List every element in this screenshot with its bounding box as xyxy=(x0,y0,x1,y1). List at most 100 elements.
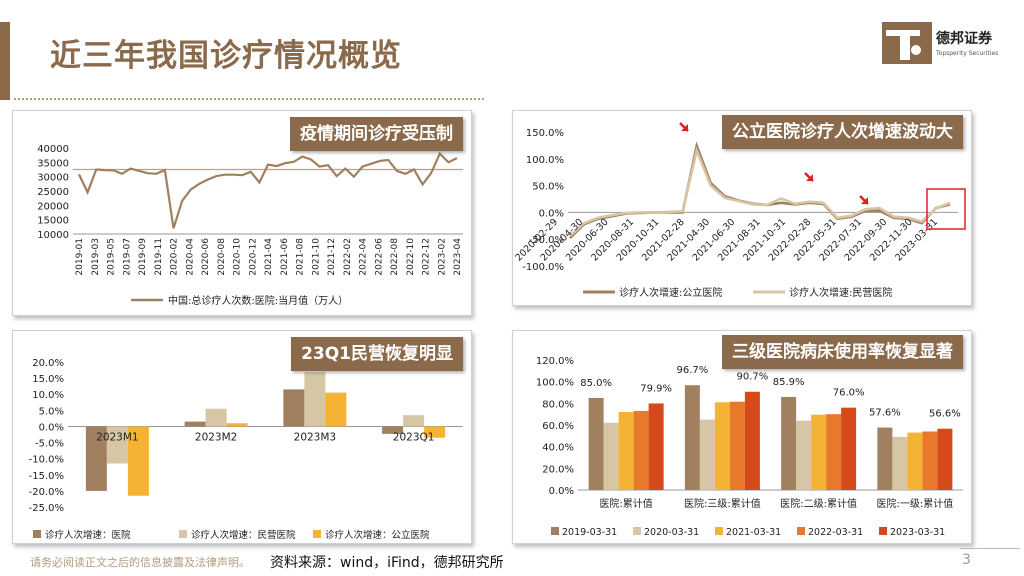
category-label: 2023M1 xyxy=(96,431,138,443)
bar xyxy=(907,432,923,490)
bar xyxy=(937,428,953,490)
private-bar-chart: 20.0% 15.0% 10.0% 5.0% 0.0% -5.0% -10.0% -15.0%… xyxy=(29,358,463,541)
panel-title-private: 23Q1民营恢复明显 xyxy=(291,337,463,371)
y-tick-label: 80.0% xyxy=(542,399,574,410)
series-line-visits xyxy=(78,151,458,229)
bar xyxy=(826,414,842,490)
legend-swatch xyxy=(551,527,559,535)
legend-label: 2019-03-31 xyxy=(562,527,617,538)
y-tick-label: -20.0% xyxy=(29,487,64,498)
bar xyxy=(127,426,149,496)
annotation-arrowhead xyxy=(861,197,868,204)
x-tick-label: 2022-10 xyxy=(406,238,416,276)
x-tick-label: 2019-03 xyxy=(91,238,101,276)
bed-usage-bar-chart: 120.0% 100.0% 80.0% 60.0% 40.0% 20.0% 0.0% 医院:累… xyxy=(536,356,963,538)
x-tick-label: 2022-12 xyxy=(422,238,432,276)
x-tick-label: 2019-09 xyxy=(138,238,148,276)
bar xyxy=(304,372,326,427)
x-tick-label: 2020-10 xyxy=(233,238,243,276)
bar xyxy=(781,396,797,490)
bar xyxy=(811,414,827,490)
data-label: 76.0% xyxy=(833,388,865,399)
bar xyxy=(841,407,857,490)
y-tick-label: 5.0% xyxy=(39,406,64,417)
y-tick-label: -25.0% xyxy=(29,503,64,514)
y-tick-label: 60.0% xyxy=(542,421,574,432)
category-label: 医院:一级:累计值 xyxy=(877,497,954,510)
legend-label-public: 诊疗人次增速:公立医院 xyxy=(619,286,722,299)
source-note: 资料来源：wind，iFind，德邦研究所 xyxy=(270,555,504,571)
highlight-box xyxy=(926,188,966,230)
x-tick-label: 2021-06 xyxy=(280,238,290,276)
legend-label-private: 诊疗人次增速:民营医院 xyxy=(789,286,892,299)
data-label: 57.6% xyxy=(869,408,901,419)
x-tick-label: 2020-02 xyxy=(170,238,180,276)
bar xyxy=(892,436,908,490)
y-tick-label: -50.0% xyxy=(529,235,564,246)
bar xyxy=(424,426,446,438)
visits-line-chart: 40000 35000 30000 25000 20000 15000 10000 2019-… xyxy=(37,144,463,307)
x-tick-label: 2020-12 xyxy=(248,238,258,276)
y-tick-label: -100.0% xyxy=(522,262,564,273)
x-tick-label: 2022-04 xyxy=(359,238,369,276)
data-label: 85.9% xyxy=(773,377,805,388)
panel-title-bed: 三级医院病床使用率恢复显著 xyxy=(722,335,963,369)
footer-divider xyxy=(960,548,1020,549)
legend-label: 2020-03-31 xyxy=(644,527,699,538)
legend-label: 2022-03-31 xyxy=(808,527,863,538)
legend-swatch xyxy=(879,527,887,535)
logo-mark-icon xyxy=(882,22,932,64)
y-tick-label: 120.0% xyxy=(536,356,574,367)
x-tick-label: 2023-04 xyxy=(453,238,463,276)
panel-bed-chart: 120.0% 100.0% 80.0% 60.0% 40.0% 20.0% 0.0% 医院:累… xyxy=(512,330,972,544)
x-tick-label: 2022-02 xyxy=(343,238,353,276)
bar xyxy=(184,421,206,427)
panel-title-visits: 疫情期间诊疗受压制 xyxy=(290,117,463,151)
category-label: 医院:三级:累计值 xyxy=(684,497,761,510)
legend-label: 诊疗人次增速：医院 xyxy=(45,529,131,541)
bar xyxy=(744,391,760,490)
x-tick-label: 2020-08 xyxy=(217,238,227,276)
bar xyxy=(403,415,425,427)
x-tick-label: 2019-07 xyxy=(122,238,132,276)
bar xyxy=(648,403,664,490)
logo-subtext: Topsperity Securities xyxy=(936,50,999,57)
x-tick-label: 2019-01 xyxy=(75,238,85,276)
data-label: 56.6% xyxy=(929,409,961,420)
x-tick-label: 2022-06 xyxy=(374,238,384,276)
x-tick-label: 2021-12 xyxy=(327,238,337,276)
y-tick-label: 20.0% xyxy=(542,464,574,475)
bar xyxy=(106,426,128,464)
y-tick-label: 40.0% xyxy=(542,443,574,454)
panel-private-chart: 20.0% 15.0% 10.0% 5.0% 0.0% -5.0% -10.0% -15.0%… xyxy=(12,330,472,544)
legend-label: 诊疗人次增速：民营医院 xyxy=(191,529,296,541)
page-number: 3 xyxy=(962,552,971,568)
bar xyxy=(205,408,227,427)
y-tick-label: -10.0% xyxy=(29,455,64,466)
y-tick-label: 30000 xyxy=(37,173,69,184)
category-label: 2023M3 xyxy=(294,431,336,443)
legend-label: 2021-03-31 xyxy=(726,527,781,538)
bar xyxy=(603,422,619,490)
bar xyxy=(633,410,649,490)
bar xyxy=(796,420,812,490)
category-label: 医院:累计值 xyxy=(599,497,652,510)
page-title: 近三年我国诊疗情况概览 xyxy=(50,38,402,74)
legend-swatch xyxy=(313,530,321,538)
growth-line-chart: 150.0%100.0%50.0%0.0%-50.0%-100.0%2020-0… xyxy=(513,122,966,299)
bar xyxy=(382,426,404,434)
x-tick-label: 2020-06 xyxy=(201,238,211,276)
x-tick-label: 2020-04 xyxy=(185,238,195,276)
x-tick-label: 2021-04 xyxy=(264,238,274,276)
y-tick-label: 20.0% xyxy=(32,358,64,369)
data-label: 79.9% xyxy=(640,383,672,394)
y-tick-label: 0.0% xyxy=(549,486,574,497)
brand-logo: 德邦证券 Topsperity Securities xyxy=(880,20,1010,70)
bar xyxy=(922,431,938,490)
y-tick-label: 35000 xyxy=(37,158,69,169)
bar xyxy=(283,389,305,427)
x-tick-label: 2021-08 xyxy=(296,238,306,276)
logo-text: 德邦证券 xyxy=(936,31,992,47)
legend-swatch xyxy=(715,527,723,535)
bar xyxy=(618,412,634,490)
